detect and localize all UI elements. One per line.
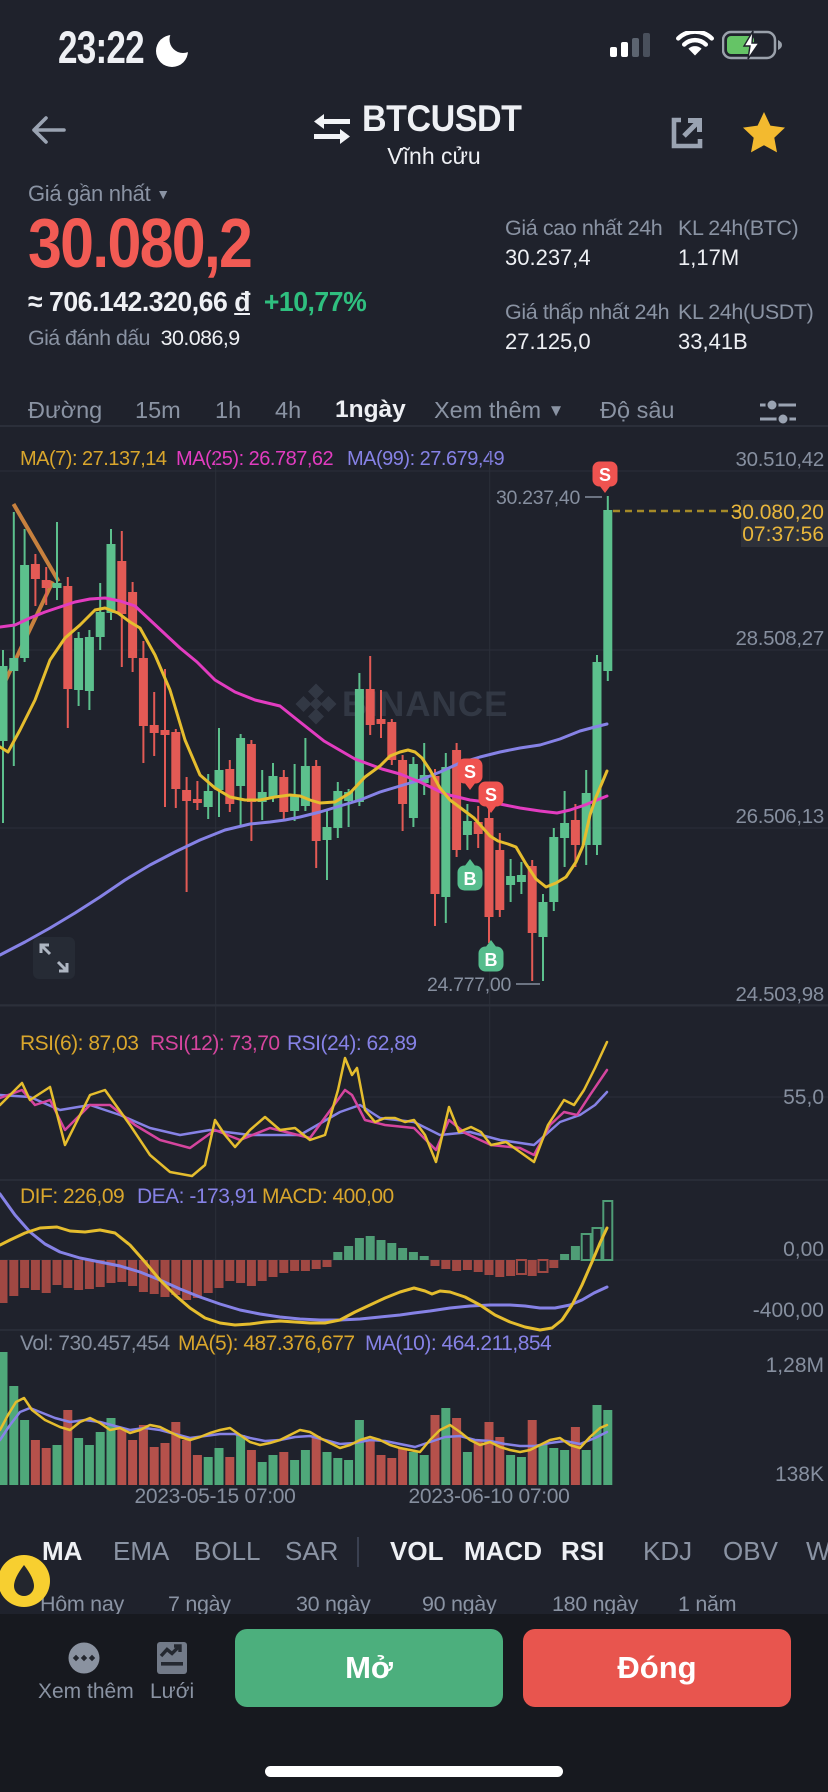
svg-text:24.503,98: 24.503,98 xyxy=(736,983,825,1006)
svg-text:24.777,00: 24.777,00 xyxy=(427,974,512,996)
svg-text:B: B xyxy=(464,869,477,889)
svg-text:S: S xyxy=(485,785,497,805)
svg-text:138K: 138K xyxy=(775,1463,824,1486)
svg-text:MACD: 400,00: MACD: 400,00 xyxy=(262,1185,394,1208)
svg-text:0,00: 0,00 xyxy=(783,1238,824,1261)
svg-text:26.506,13: 26.506,13 xyxy=(736,805,825,828)
svg-text:RSI(12): 73,70: RSI(12): 73,70 xyxy=(150,1032,280,1055)
svg-text:30.080,20: 30.080,20 xyxy=(731,501,824,524)
svg-text:RSI(6): 87,03: RSI(6): 87,03 xyxy=(20,1032,138,1055)
svg-text:-400,00: -400,00 xyxy=(753,1299,824,1322)
svg-text:DIF: 226,09: DIF: 226,09 xyxy=(20,1185,124,1208)
svg-text:B: B xyxy=(485,950,498,970)
svg-text:2023-06-10 07:00: 2023-06-10 07:00 xyxy=(408,1485,569,1508)
svg-text:07:37:56: 07:37:56 xyxy=(742,523,824,546)
svg-text:MA(10): 464.211,854: MA(10): 464.211,854 xyxy=(365,1332,552,1355)
svg-text:RSI(24): 62,89: RSI(24): 62,89 xyxy=(287,1032,417,1055)
svg-text:28.508,27: 28.508,27 xyxy=(736,627,825,650)
svg-text:S: S xyxy=(599,465,611,485)
svg-text:30.237,40: 30.237,40 xyxy=(496,487,581,509)
svg-text:DEA: -173,91: DEA: -173,91 xyxy=(137,1185,257,1208)
svg-text:MA(5): 487.376,677: MA(5): 487.376,677 xyxy=(178,1332,355,1355)
svg-text:Vol: 730.457,454: Vol: 730.457,454 xyxy=(20,1332,170,1355)
svg-text:30.510,42: 30.510,42 xyxy=(736,448,825,471)
svg-text:S: S xyxy=(464,762,476,782)
svg-text:2023-05-15 07:00: 2023-05-15 07:00 xyxy=(134,1485,295,1508)
svg-text:1,28M: 1,28M xyxy=(766,1354,824,1377)
svg-text:55,0: 55,0 xyxy=(783,1086,824,1109)
